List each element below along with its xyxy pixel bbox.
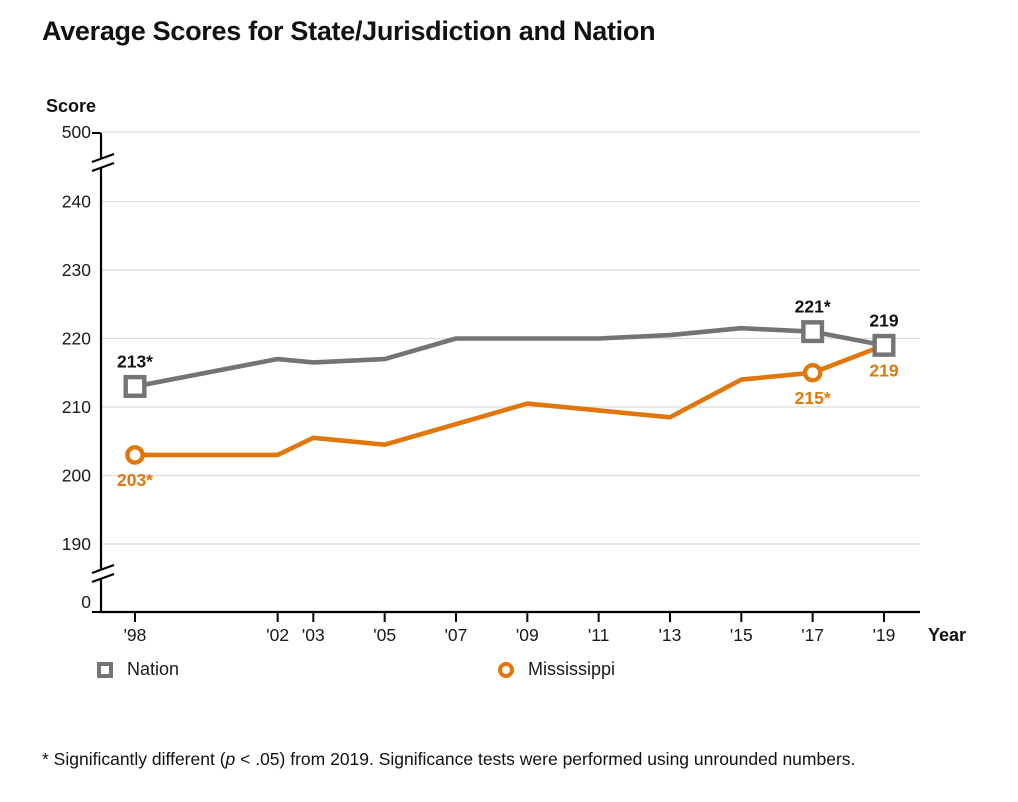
line-chart-plot-area: 500 240 230 220 210 200 190 0 Score '98 '02 '03 '05 '…	[46, 96, 966, 645]
legend-label-mississippi: Mississippi	[528, 659, 616, 679]
nation-point-label: 213*	[117, 351, 153, 371]
axis-break-slash	[91, 152, 115, 164]
y-tick-label: 230	[62, 260, 91, 280]
y-tick-label: 210	[62, 397, 91, 417]
x-tick-label: '13	[659, 625, 682, 645]
x-axis-title: Year	[928, 625, 966, 645]
axis-break-mask	[89, 565, 117, 581]
axis-break-gap	[89, 565, 117, 581]
y-tick-label: 220	[62, 329, 91, 349]
x-tick-label: '19	[873, 625, 896, 645]
x-tick-label: '15	[730, 625, 753, 645]
nation-data-point-marker	[872, 333, 896, 357]
significance-footnote: * Significantly different (p < .05) from…	[42, 749, 1002, 771]
footnote-prefix: * Significantly different (	[42, 748, 226, 769]
x-tick-label: '98	[124, 625, 147, 645]
nation-data-point-marker	[123, 374, 147, 398]
nation-data-point-marker	[801, 320, 825, 344]
y-tick-label: 240	[62, 192, 91, 212]
axis-break-slash	[91, 572, 115, 584]
mississippi-point-label: 219	[869, 360, 898, 380]
mississippi-point-label: 203*	[117, 470, 153, 490]
x-tick-label: '02	[266, 625, 289, 645]
x-tick-label: '17	[801, 625, 824, 645]
mississippi-circle-marker-icon	[498, 661, 514, 678]
legend-label-nation: Nation	[127, 659, 180, 679]
axis-break-slash	[91, 161, 115, 173]
mississippi-data-point-marker	[802, 362, 823, 383]
axis-break-gap	[89, 154, 117, 170]
legend-item-mississippi: Mississippi	[498, 659, 615, 680]
chart-title: Average Scores for State/Jurisdiction an…	[42, 16, 656, 46]
footnote-p-symbol: p	[225, 748, 236, 769]
nation-line	[134, 325, 885, 389]
x-tick-label: '03	[302, 625, 325, 645]
chart-legend: Nation Mississippi	[0, 659, 1018, 685]
x-tick-label: '05	[373, 625, 396, 645]
y-tick-label: 0	[81, 592, 91, 612]
x-tick-label: '07	[445, 625, 468, 645]
nation-square-marker-icon	[97, 661, 113, 678]
mississippi-point-label: 215*	[795, 388, 831, 408]
x-tick-label: '11	[588, 625, 610, 645]
mississippi-data-point-marker	[125, 445, 145, 465]
y-axis-title: Score	[46, 96, 96, 116]
mississippi-line	[135, 343, 885, 458]
x-tick-label: '09	[516, 625, 539, 645]
nation-point-label: 219	[869, 310, 898, 330]
y-tick-label: 190	[62, 534, 91, 554]
axis-break-mask	[89, 154, 117, 170]
axis-break-slash	[91, 563, 115, 575]
footnote-suffix: < .05) from 2019. Significance tests wer…	[235, 748, 856, 769]
y-tick-label: 500	[62, 122, 91, 142]
legend-item-nation: Nation	[97, 659, 179, 680]
nation-point-label: 221*	[795, 297, 831, 317]
y-tick-label: 200	[62, 466, 91, 486]
